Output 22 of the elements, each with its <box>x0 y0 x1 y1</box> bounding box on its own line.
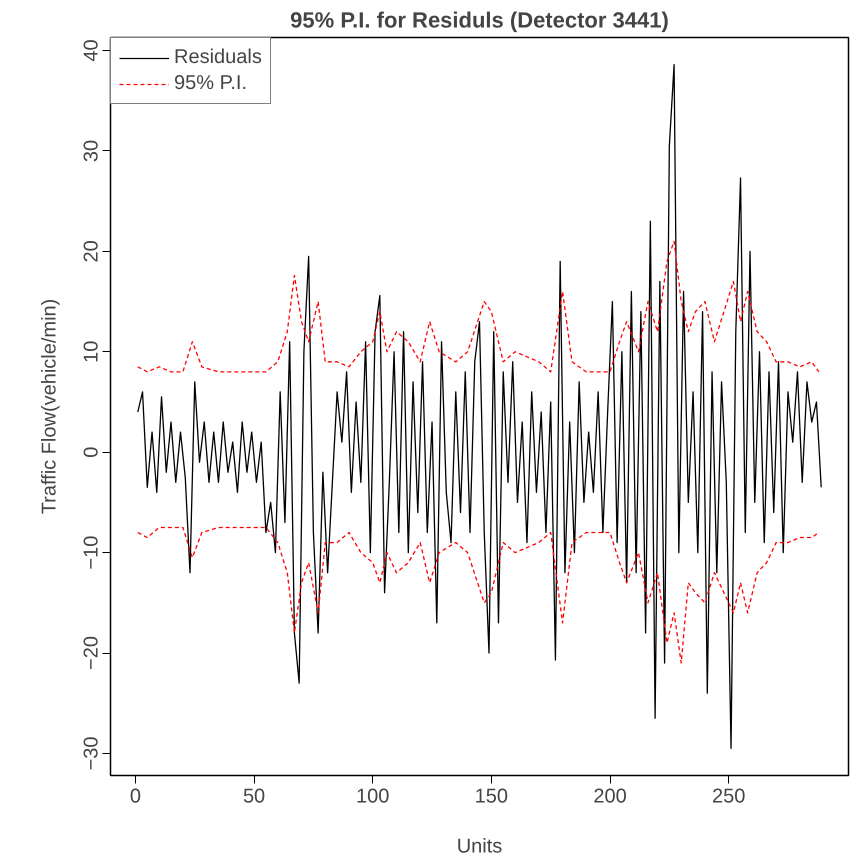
y-tick-label: −20 <box>80 636 102 670</box>
line-series <box>137 526 820 664</box>
legend-label: 95% P.I. <box>174 72 248 95</box>
x-tick-label: 200 <box>593 786 627 808</box>
y-tick-label: 10 <box>80 340 102 363</box>
chart-title: 95% P.I. for Residuls (Detector 3441) <box>290 8 669 32</box>
y-tick-label: 20 <box>80 240 102 262</box>
y-tick-label: 0 <box>80 446 102 458</box>
y-tick-label: −10 <box>80 536 102 570</box>
x-tick-label: 250 <box>712 786 746 808</box>
x-axis-title: Units <box>456 836 502 858</box>
y-tick-label: 30 <box>80 140 102 162</box>
line-series <box>137 240 820 373</box>
line-series <box>137 64 822 750</box>
legend-label: Residuals <box>174 46 262 69</box>
x-tick-label: 0 <box>130 786 141 808</box>
x-tick-label: 50 <box>242 786 266 808</box>
y-tick-label: 40 <box>80 39 102 62</box>
y-tick-label: −30 <box>80 736 102 770</box>
x-tick-label: 150 <box>474 786 508 808</box>
y-axis-title: Traffic Flow(vehicle/min) <box>38 298 60 514</box>
x-tick-label: 100 <box>356 786 390 808</box>
